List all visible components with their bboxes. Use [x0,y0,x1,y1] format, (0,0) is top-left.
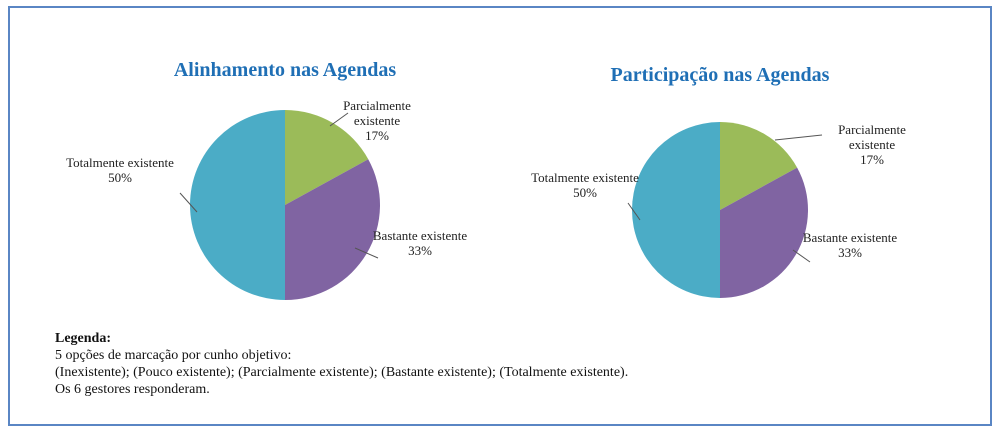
slice-label: Parcialmente existente 17% [322,98,432,143]
slice-label: Bastante existente 33% [365,228,475,258]
chart-title: Participação nas Agendas [611,64,830,86]
leader-line [329,112,349,127]
legend-line: 5 opções de marcação por cunho objetivo: [55,348,292,363]
category-label: Bastante existente [802,230,898,245]
leader-line [627,202,641,221]
slice-label: Totalmente existente 50% [65,155,175,185]
slice-label: Parcialmente existente 17% [817,122,927,167]
category-label: Totalmente existente [66,155,174,170]
value-label: 50% [573,185,597,200]
category-label: Parcialmente existente [343,98,411,128]
chart-title: Alinhamento nas Agendas [174,59,396,81]
value-label: 33% [408,243,432,258]
pie-slice [720,122,798,210]
value-label: 17% [860,152,884,167]
pie-slice [285,110,369,205]
leader-line [354,247,379,259]
page: Alinhamento nas Agendas Participação nas … [8,6,992,426]
value-label: 50% [108,170,132,185]
legend-title: Legenda: [55,331,111,346]
category-label: Parcialmente existente [838,122,906,152]
value-label: 17% [365,128,389,143]
pie-slice [190,110,285,300]
charts: Alinhamento nas Agendas Participação nas … [174,59,830,300]
legend-line: (Inexistente); (Pouco existente); (Parci… [55,365,629,380]
legend-line: Os 6 gestores responderam. [55,382,210,397]
pie-slice [632,122,720,298]
legend: Legenda: 5 opções de marcação por cunho … [55,330,628,398]
slice-label: Totalmente existente 50% [530,170,640,200]
category-label: Bastante existente [372,228,468,243]
pie-slice [720,167,808,298]
category-label: Totalmente existente [531,170,639,185]
leader-line [774,134,823,141]
value-label: 33% [838,245,862,260]
leader-line [179,192,198,213]
leader-line [792,249,811,263]
pie-slice [285,159,381,300]
slice-label: Bastante existente 33% [795,230,905,260]
